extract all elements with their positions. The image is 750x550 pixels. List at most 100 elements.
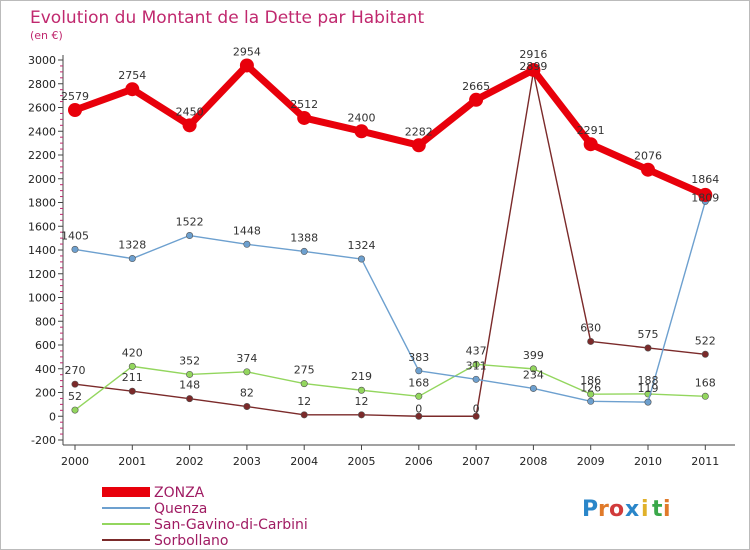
x-tick-label: 2001 bbox=[118, 455, 146, 468]
data-point bbox=[243, 240, 251, 248]
x-tick-label: 2007 bbox=[462, 455, 490, 468]
y-tick-label: 800 bbox=[35, 315, 56, 328]
data-point bbox=[529, 365, 537, 373]
data-label: 2916 bbox=[519, 48, 547, 61]
series-line bbox=[71, 61, 709, 199]
data-point bbox=[186, 232, 194, 240]
data-label: 2400 bbox=[348, 111, 376, 124]
y-tick-label: 3000 bbox=[28, 54, 56, 67]
data-label: 0 bbox=[473, 402, 480, 415]
data-label: 0 bbox=[415, 402, 422, 415]
data-label: 270 bbox=[65, 364, 86, 377]
series-zonza bbox=[68, 58, 713, 202]
y-tick-label: 2600 bbox=[28, 102, 56, 115]
data-point bbox=[71, 380, 79, 388]
data-label: 1405 bbox=[61, 229, 89, 242]
data-point bbox=[415, 367, 423, 375]
chart-title: Evolution du Montant de la Dette par Hab… bbox=[30, 8, 425, 28]
data-label: 82 bbox=[240, 387, 254, 400]
data-point bbox=[641, 162, 655, 177]
series-line bbox=[74, 363, 706, 411]
data-label: 2282 bbox=[405, 125, 433, 138]
data-label: 1522 bbox=[176, 216, 204, 229]
data-label: 2754 bbox=[118, 69, 146, 82]
data-label: 1328 bbox=[118, 239, 146, 252]
data-point bbox=[354, 124, 369, 139]
data-label: 420 bbox=[122, 346, 143, 359]
y-tick-label: 0 bbox=[49, 410, 56, 423]
x-tick-label: 2009 bbox=[577, 455, 605, 468]
y-tick-label: -200 bbox=[31, 434, 56, 447]
x-tick-label: 2008 bbox=[519, 455, 547, 468]
data-label: 2076 bbox=[634, 150, 662, 163]
legend-label: Sorbollano bbox=[154, 533, 228, 549]
data-point bbox=[243, 403, 251, 411]
data-label: 1448 bbox=[233, 224, 261, 237]
data-point bbox=[182, 118, 197, 133]
series-san-gavino-di-carbini bbox=[71, 360, 709, 414]
y-tick-label: 400 bbox=[35, 363, 56, 376]
data-point bbox=[125, 82, 140, 97]
data-point bbox=[526, 62, 541, 77]
data-label: 2665 bbox=[462, 80, 490, 93]
data-label: 2954 bbox=[233, 45, 261, 58]
data-label: 275 bbox=[294, 364, 315, 377]
legend-label: San-Gavino-di-Carbini bbox=[154, 517, 308, 533]
data-label: 234 bbox=[523, 368, 544, 381]
y-tick-label: 2800 bbox=[28, 78, 56, 91]
y-tick-label: 2400 bbox=[28, 125, 56, 138]
data-point bbox=[300, 411, 308, 419]
data-label: 188 bbox=[638, 374, 659, 387]
logo-letter: t bbox=[652, 497, 663, 522]
data-point bbox=[128, 362, 136, 370]
data-point bbox=[186, 370, 194, 378]
series-sorbollano bbox=[71, 68, 709, 420]
data-label: 126 bbox=[580, 381, 601, 394]
logo-letter: i bbox=[641, 497, 649, 522]
y-tick-label: 1400 bbox=[28, 244, 56, 257]
data-point bbox=[583, 137, 598, 152]
logo-letter: i bbox=[663, 497, 671, 522]
data-point bbox=[68, 102, 82, 117]
data-label: 1864 bbox=[691, 173, 719, 186]
x-tick-label: 2002 bbox=[176, 455, 204, 468]
data-label: 437 bbox=[466, 344, 487, 357]
logo-letter: x bbox=[625, 497, 639, 522]
data-point bbox=[587, 337, 595, 345]
data-label: 311 bbox=[466, 359, 487, 372]
data-point bbox=[469, 92, 484, 107]
data-label: 2512 bbox=[290, 98, 318, 111]
y-tick-label: 1800 bbox=[28, 197, 56, 210]
data-point bbox=[701, 350, 709, 358]
data-label: 2450 bbox=[176, 105, 204, 118]
data-point bbox=[71, 406, 79, 414]
chart-subtitle: (en €) bbox=[30, 29, 63, 42]
x-tick-label: 2005 bbox=[348, 455, 376, 468]
data-point bbox=[701, 392, 709, 400]
x-tick-label: 2010 bbox=[634, 455, 662, 468]
data-point bbox=[698, 187, 713, 202]
data-label: 211 bbox=[122, 371, 143, 384]
data-point bbox=[415, 412, 423, 420]
data-label: 186 bbox=[580, 374, 601, 387]
data-label: 148 bbox=[179, 379, 200, 392]
y-axis-ticks: -200 0 200 400 600 800 1000 1200 1400 1600 1800 200… bbox=[28, 54, 63, 447]
data-label: 1809 bbox=[691, 191, 719, 204]
series-lines bbox=[68, 58, 713, 420]
logo-letter: r bbox=[598, 497, 609, 522]
series-quenza bbox=[71, 197, 709, 406]
legend-swatch bbox=[102, 539, 150, 541]
data-labels: 2579 2754 2450 2954 2512 2400 2282 2665 29162899… bbox=[61, 45, 719, 415]
data-label: 352 bbox=[179, 354, 200, 367]
data-label: 12 bbox=[297, 395, 311, 408]
data-label: 383 bbox=[408, 351, 429, 364]
data-point bbox=[128, 255, 136, 263]
data-point bbox=[472, 375, 480, 383]
data-label: 399 bbox=[523, 349, 544, 362]
data-label: 119 bbox=[638, 382, 659, 395]
y-tick-label: 1200 bbox=[28, 268, 56, 281]
logo-letter: o bbox=[609, 497, 624, 522]
data-label: 12 bbox=[355, 395, 369, 408]
